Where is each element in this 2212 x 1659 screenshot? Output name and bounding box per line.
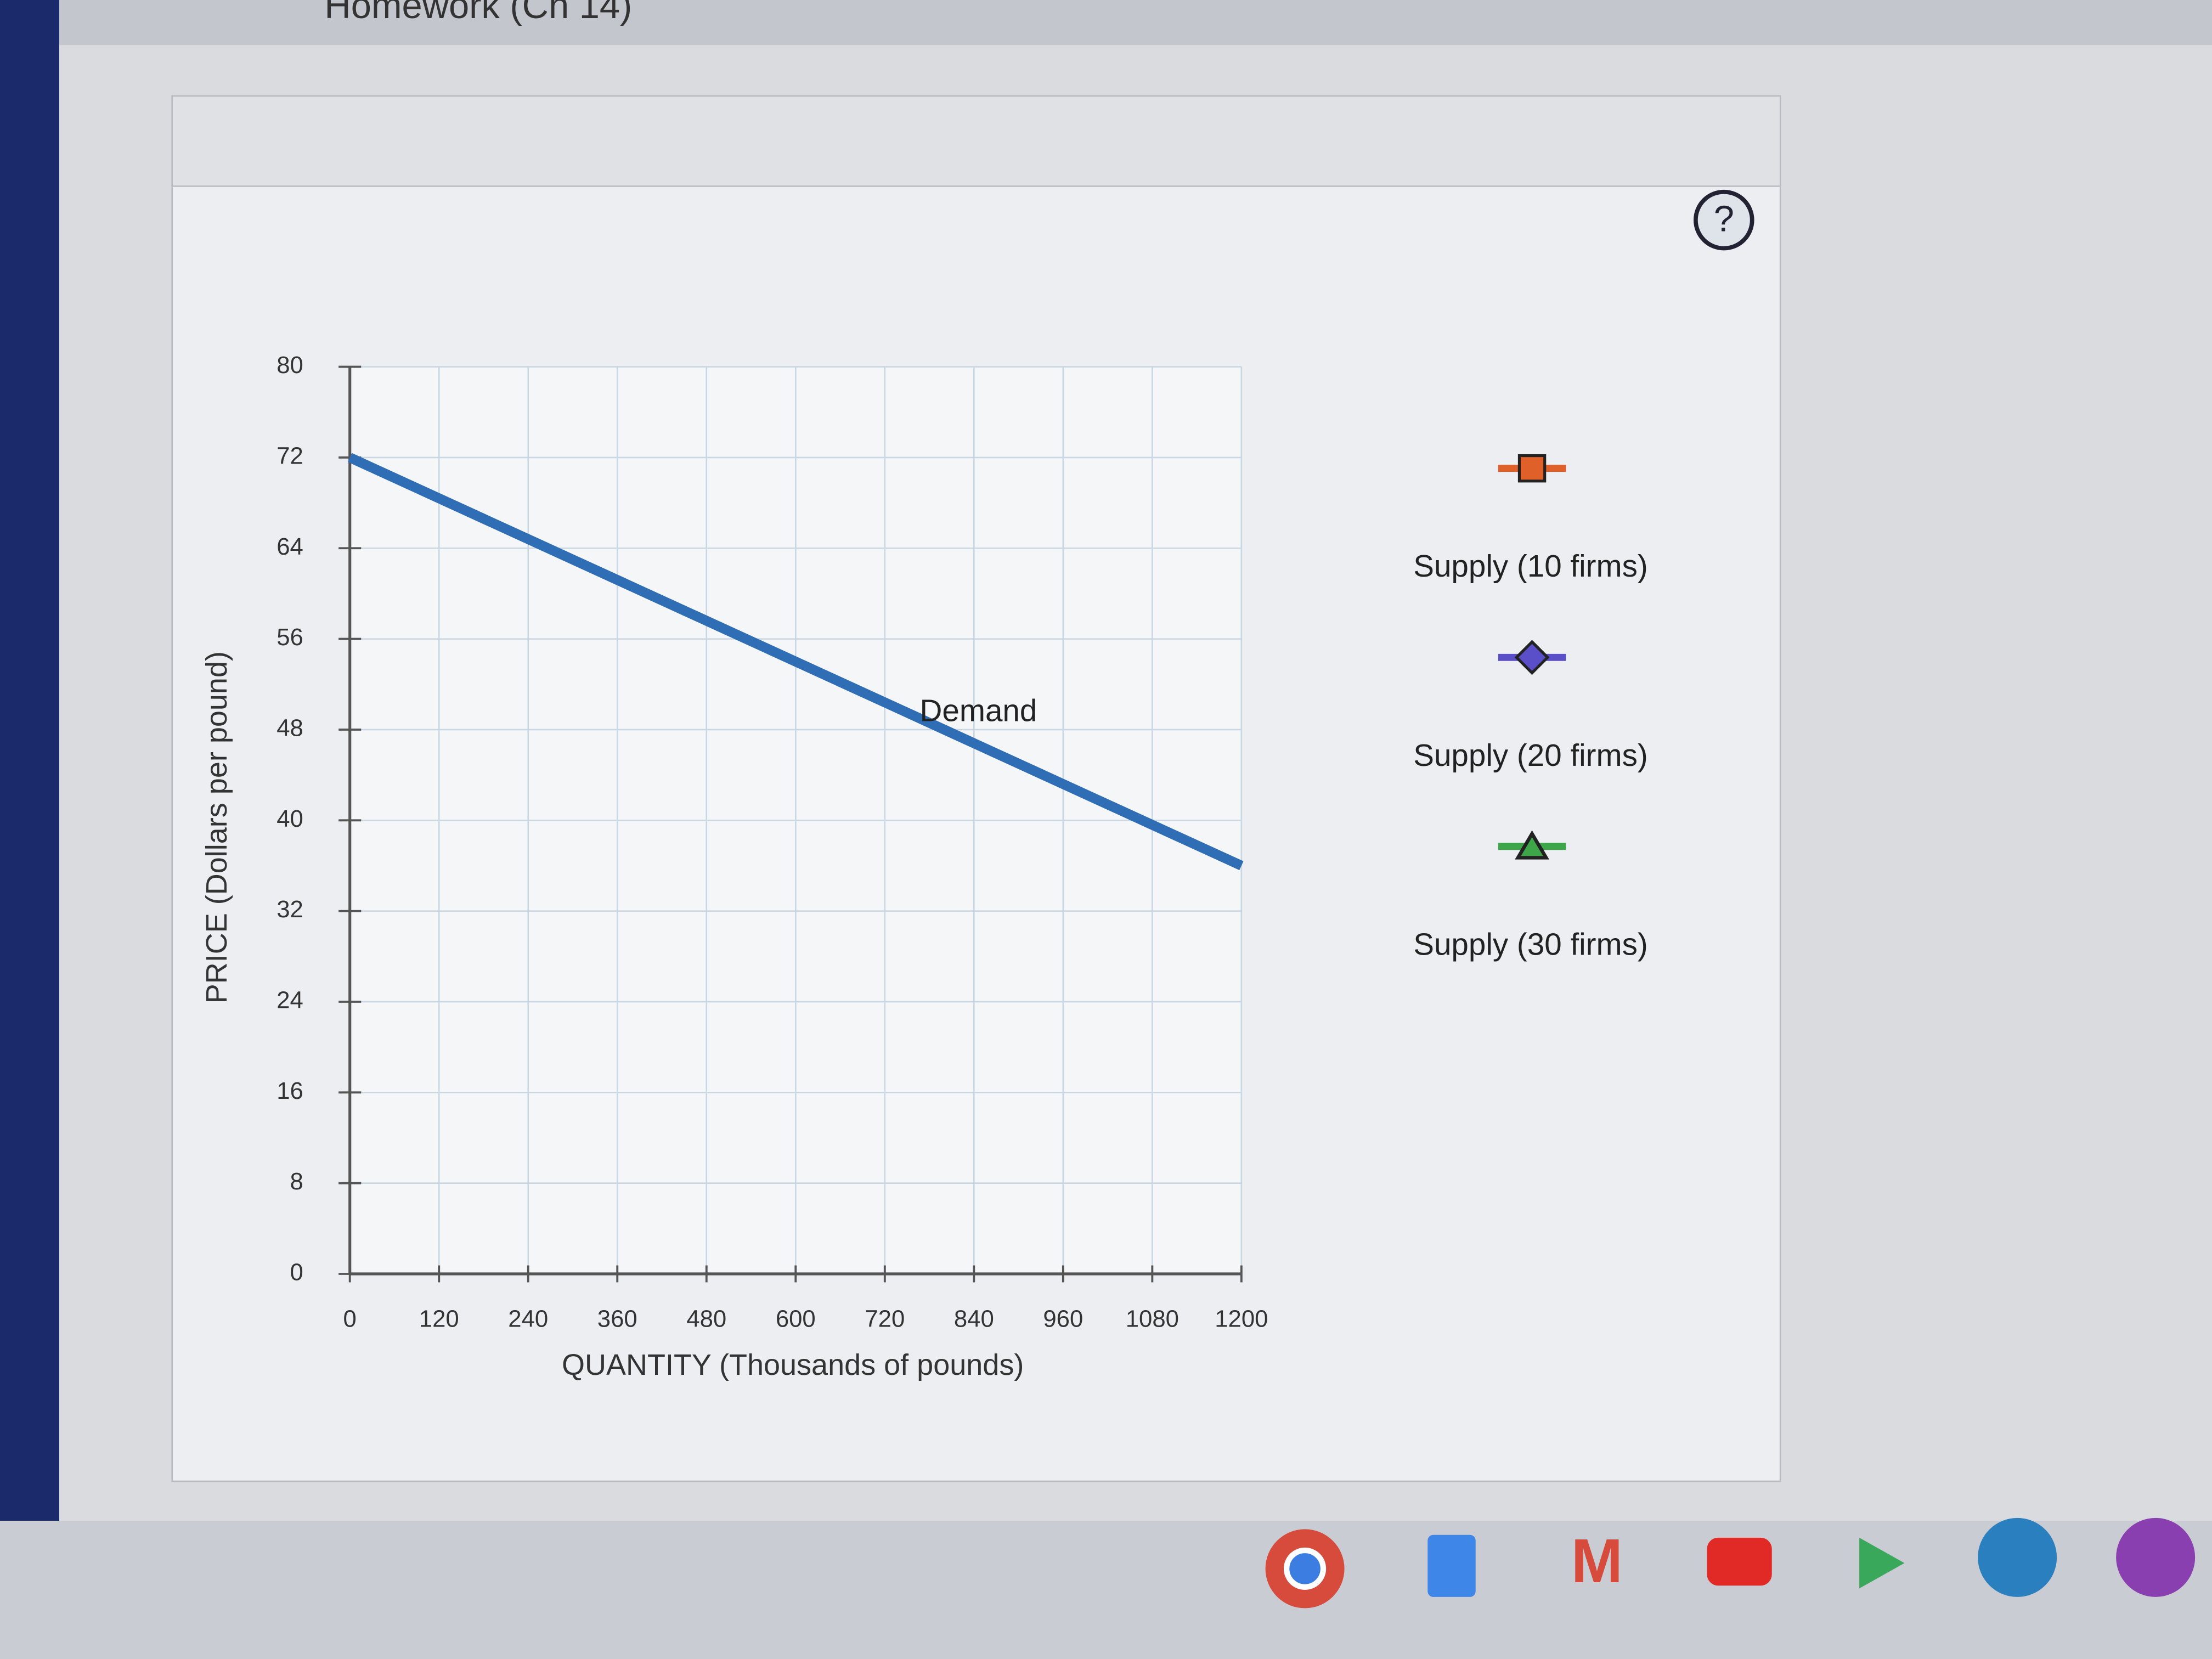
x-tick-label: 360: [597, 1305, 637, 1332]
legend-label: Supply (30 firms): [1413, 927, 1647, 961]
y-tick-label: 80: [276, 352, 303, 379]
x-tick-label: 240: [508, 1305, 548, 1332]
plot: 0 120 240 360 480 600 720 840 960 1080 1200 0 8 16 24 3…: [200, 352, 1648, 1381]
app-icon[interactable]: [1859, 1537, 1905, 1589]
x-tick-label: 0: [343, 1305, 357, 1332]
legend-label: Supply (20 firms): [1413, 738, 1647, 772]
legend-marker: [1514, 640, 1550, 675]
y-tick-label: 24: [276, 987, 303, 1014]
side-strip: [0, 0, 59, 1524]
x-tick-label: 720: [865, 1305, 905, 1332]
y-tick-label: 8: [290, 1168, 303, 1195]
legend-marker: [1517, 454, 1547, 483]
taskbar: [0, 1521, 2212, 1659]
title-bar: [59, 0, 2212, 46]
y-tick-label: 32: [276, 896, 303, 923]
legend-label: Supply (10 firms): [1413, 549, 1647, 583]
app-icon-center: [1284, 1547, 1327, 1590]
x-tick-label: 1200: [1215, 1305, 1268, 1332]
y-tick-label: 48: [276, 714, 303, 741]
app-icon[interactable]: [1427, 1534, 1476, 1597]
x-tick-label: 600: [776, 1305, 816, 1332]
y-tick-label: 72: [276, 442, 303, 469]
y-tick-label: 40: [276, 805, 303, 832]
legend-marker: [1515, 830, 1549, 860]
y-tick-label: 16: [276, 1077, 303, 1104]
app-icon[interactable]: [2116, 1517, 2196, 1597]
x-tick-label: 120: [419, 1305, 459, 1332]
x-tick-label: 840: [954, 1305, 994, 1332]
y-axis-title: PRICE (Dollars per pound): [200, 651, 233, 1003]
app-icon[interactable]: [1707, 1537, 1772, 1586]
line-series: [347, 453, 1244, 871]
page-header: Homework (Ch 14): [324, 0, 632, 26]
y-tick-label: 56: [276, 624, 303, 651]
app-icon[interactable]: M: [1571, 1526, 1623, 1595]
line-label: Demand: [920, 693, 1037, 727]
panel-header: [171, 95, 1781, 187]
y-tick-label: 64: [276, 533, 303, 560]
help-icon: ?: [1714, 198, 1734, 239]
x-tick-label: 960: [1043, 1305, 1083, 1332]
app-icon[interactable]: [1978, 1517, 2057, 1597]
x-axis-title: QUANTITY (Thousands of pounds): [562, 1348, 1024, 1381]
x-tick-label: 1080: [1126, 1305, 1179, 1332]
x-tick-label: 480: [686, 1305, 726, 1332]
help-button[interactable]: [1694, 189, 1754, 251]
y-tick-label: 0: [290, 1259, 303, 1286]
